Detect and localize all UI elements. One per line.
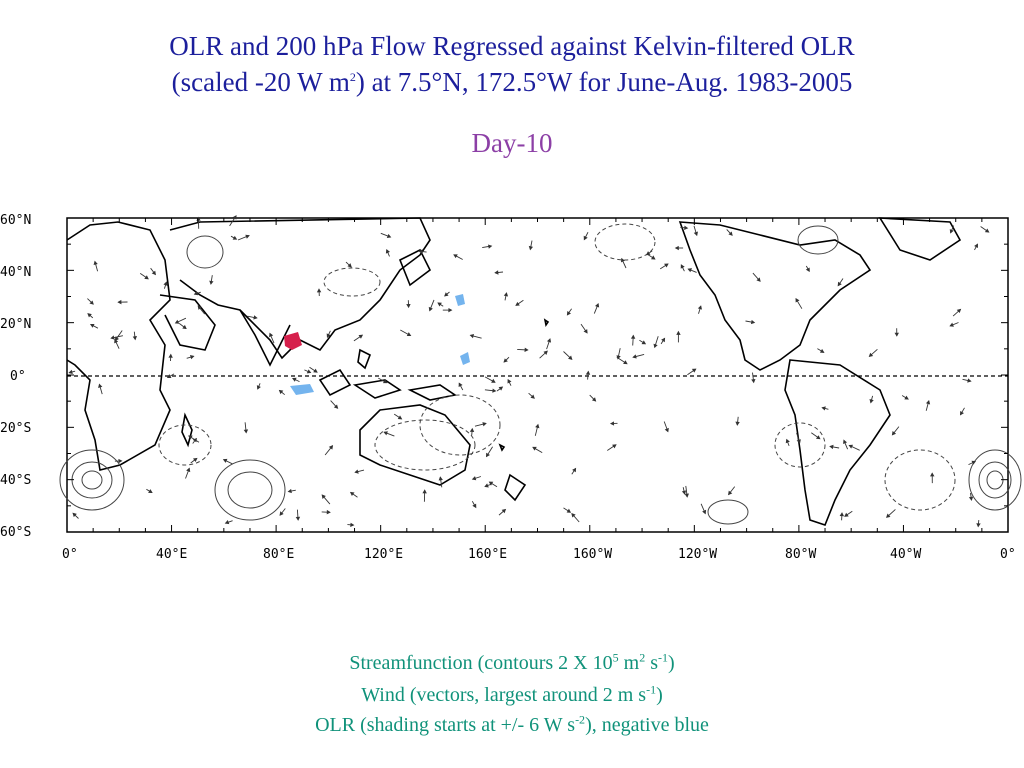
caption-2-b: )	[656, 684, 663, 706]
streamfunction-contours	[59, 223, 1022, 525]
positive-olr-shading	[284, 332, 302, 350]
lon-label-40w: 40°W	[890, 547, 921, 562]
lat-label-60n: 60°N	[0, 213, 31, 228]
wind-vectors	[68, 215, 990, 528]
lon-label-120w: 120°W	[678, 547, 717, 562]
negative-olr-shading-pacific-central	[460, 352, 470, 365]
caption-2-sup: -1	[646, 682, 657, 697]
lat-label-0: 0°	[10, 369, 26, 384]
title-line-2-part-a: (scaled -20 W m	[171, 67, 350, 97]
coastlines	[66, 217, 962, 526]
title-line-2-part-b: ) at 7.5°N, 172.5°W for June-Aug. 1983-2…	[355, 67, 853, 97]
caption-3-a: OLR (shading starts at +/- 6 W s	[315, 714, 576, 736]
lon-label-0: 0°	[62, 547, 78, 562]
axis-ticks	[66, 217, 1009, 533]
lon-label-80e: 80°E	[263, 547, 294, 562]
lon-label-40e: 40°E	[156, 547, 187, 562]
negative-olr-shading-indian-ocean	[290, 384, 314, 395]
caption-1-c: s	[645, 652, 658, 674]
title-line-1: OLR and 200 hPa Flow Regressed against K…	[169, 31, 855, 61]
caption-1-sup2: 2	[639, 650, 646, 665]
caption-olr: OLR (shading starts at +/- 6 W s-2), neg…	[0, 712, 1024, 738]
caption-3-sup: -2	[575, 712, 586, 727]
caption-1-sup1: 5	[612, 650, 619, 665]
caption-wind: Wind (vectors, largest around 2 m s-1)	[0, 682, 1024, 708]
caption-streamfunction: Streamfunction (contours 2 X 105 m2 s-1)	[0, 650, 1024, 676]
day-label: Day-10	[471, 128, 553, 158]
lon-label-120e: 120°E	[364, 547, 403, 562]
lat-label-20n: 20°N	[0, 317, 31, 332]
lat-label-40n: 40°N	[0, 265, 31, 280]
negative-olr-shading-pacific-north	[455, 294, 465, 306]
lon-label-160w: 160°W	[573, 547, 612, 562]
caption-1-a: Streamfunction (contours 2 X 10	[349, 652, 613, 674]
caption-2-a: Wind (vectors, largest around 2 m s	[361, 684, 647, 706]
lon-label-0-east: 0°	[1000, 547, 1016, 562]
lat-label-20s: 20°S	[0, 421, 31, 436]
lon-label-160e: 160°E	[468, 547, 507, 562]
world-map-figure: 60°N 40°N 20°N 0° 20°S 40°S 60°S 0° 40°E…	[0, 213, 1022, 562]
lat-label-60s: 60°S	[0, 525, 31, 540]
lat-label-40s: 40°S	[0, 473, 31, 488]
title-line-2-sup: 2	[349, 70, 356, 84]
caption-1-d: )	[667, 652, 675, 674]
caption-1-b: m	[618, 652, 640, 674]
caption-1-sup3: -1	[657, 650, 668, 665]
caption-3-b: ), negative blue	[585, 714, 709, 736]
lon-label-80w: 80°W	[785, 547, 816, 562]
map-frame	[66, 217, 1009, 533]
title-line-2: (scaled -20 W m2) at 7.5°N, 172.5°W for …	[0, 66, 1024, 99]
